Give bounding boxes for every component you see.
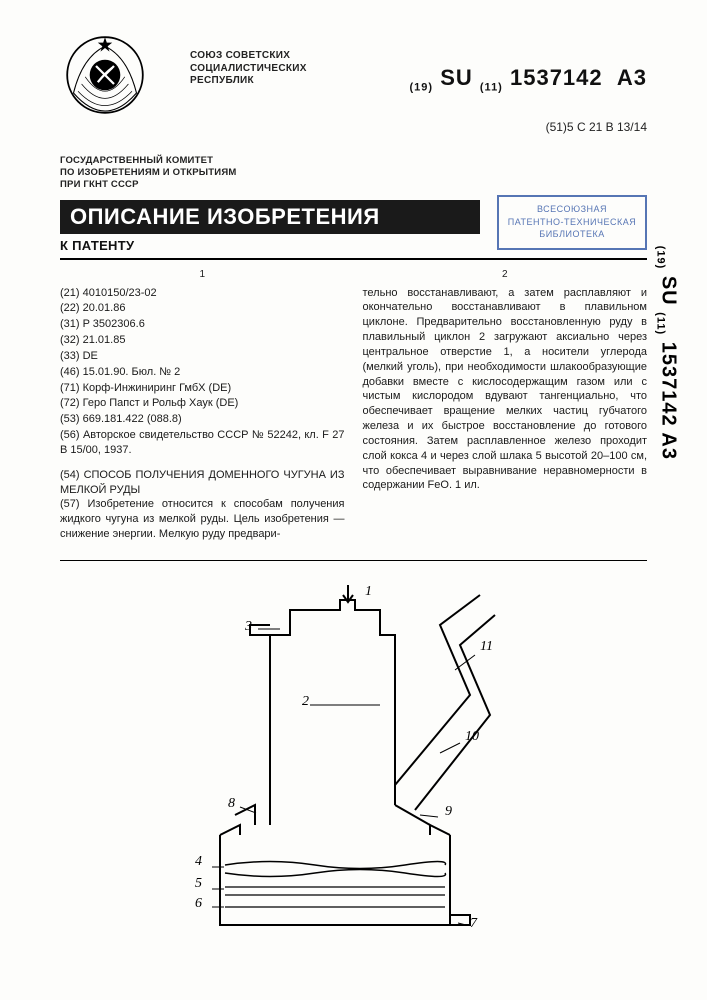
abstract-part1: (57) Изобретение относится к способам по… [60,497,345,542]
biblio-71: (71) Корф-Инжиниринг ГмбХ (DE) [60,381,345,396]
col-number: 2 [363,268,648,282]
side-publication-number: (19) SU (11) 1537142 A3 [654,246,679,460]
biblio-21: (21) 4010150/23-02 [60,286,345,301]
figure-label: 9 [445,804,452,819]
figure-label: 7 [470,916,478,931]
pub-prefix: (19) [410,81,434,93]
side-num: 1537142 [657,342,679,427]
ussr-emblem-icon [60,30,150,120]
document-title: ОПИСАНИЕ ИЗОБРЕТЕНИЯ [60,200,480,234]
biblio-56: (56) Авторское свидетельство СССР № 5224… [60,428,345,458]
pub-num: 1537142 [510,65,603,90]
technical-figure: 1 2 3 4 5 6 7 8 9 10 11 [140,575,560,955]
divider [60,258,647,260]
library-stamp: ВСЕСОЮЗНАЯ ПАТЕНТНО-ТЕХНИЧЕСКАЯ БИБЛИОТЕ… [497,195,647,250]
figure-label: 6 [195,896,202,911]
union-name: СОЮЗ СОВЕТСКИХ СОЦИАЛИСТИЧЕСКИХ РЕСПУБЛИ… [190,50,307,88]
biblio-46: (46) 15.01.90. Бюл. № 2 [60,365,345,380]
union-line: СОЮЗ СОВЕТСКИХ [190,50,307,63]
divider [60,560,647,561]
biblio-22: (22) 20.01.86 [60,301,345,316]
patent-page: СОЮЗ СОВЕТСКИХ СОЦИАЛИСТИЧЕСКИХ РЕСПУБЛИ… [0,0,707,1000]
figure-label: 11 [480,639,493,654]
pub-kind: A3 [617,65,647,90]
column-left: 1 (21) 4010150/23-02 (22) 20.01.86 (31) … [60,268,345,553]
stamp-line: ВСЕСОЮЗНАЯ [499,203,645,216]
figure-label: 1 [365,584,372,599]
side-prefix: (19) [654,246,666,270]
biblio-32: (32) 21.01.85 [60,333,345,348]
side-cc: SU [657,276,679,306]
figure-label: 5 [195,876,202,891]
side-kind: A3 [657,432,679,460]
figure-label: 8 [228,796,235,811]
bibliographic-data: (21) 4010150/23-02 (22) 20.01.86 (31) P … [60,286,345,458]
ipc-value: С 21 В 13/14 [577,120,647,134]
committee-name: ГОСУДАРСТВЕННЫЙ КОМИТЕТ ПО ИЗОБРЕТЕНИЯМ … [60,155,236,191]
committee-line: ПРИ ГКНТ СССР [60,179,236,191]
abstract-part2: тельно восстанавливают, а затем расплавл… [363,286,648,494]
biblio-31: (31) P 3502306.6 [60,317,345,332]
figure-label: 2 [302,694,309,709]
figure-label: 4 [195,854,202,869]
pub-mid: (11) [480,81,503,93]
column-right: 2 тельно восстанавливают, а затем распла… [363,268,648,553]
publication-number: (19) SU (11) 1537142 A3 [410,65,647,93]
union-line: РЕСПУБЛИК [190,75,307,88]
ipc-code: (51)5 С 21 В 13/14 [546,120,647,134]
figure-label: 10 [465,729,479,744]
stamp-line: БИБЛИОТЕКА [499,228,645,241]
col-number: 1 [60,268,345,282]
biblio-53: (53) 669.181.422 (088.8) [60,412,345,427]
biblio-72: (72) Геро Папст и Рольф Хаук (DE) [60,396,345,411]
figure-label: 3 [244,619,252,634]
document-subtitle: К ПАТЕНТУ [60,238,134,253]
union-line: СОЦИАЛИСТИЧЕСКИХ [190,63,307,76]
biblio-33: (33) DE [60,349,345,364]
pub-cc: SU [440,65,473,90]
committee-line: ГОСУДАРСТВЕННЫЙ КОМИТЕТ [60,155,236,167]
ipc-prefix: (51)5 [546,120,574,134]
invention-title: (54) СПОСОБ ПОЛУЧЕНИЯ ДОМЕННОГО ЧУГУНА И… [60,468,345,498]
side-mid: (11) [654,312,666,335]
stamp-line: ПАТЕНТНО-ТЕХНИЧЕСКАЯ [499,216,645,229]
committee-line: ПО ИЗОБРЕТЕНИЯМ И ОТКРЫТИЯМ [60,167,236,179]
text-columns: 1 (21) 4010150/23-02 (22) 20.01.86 (31) … [60,268,647,553]
